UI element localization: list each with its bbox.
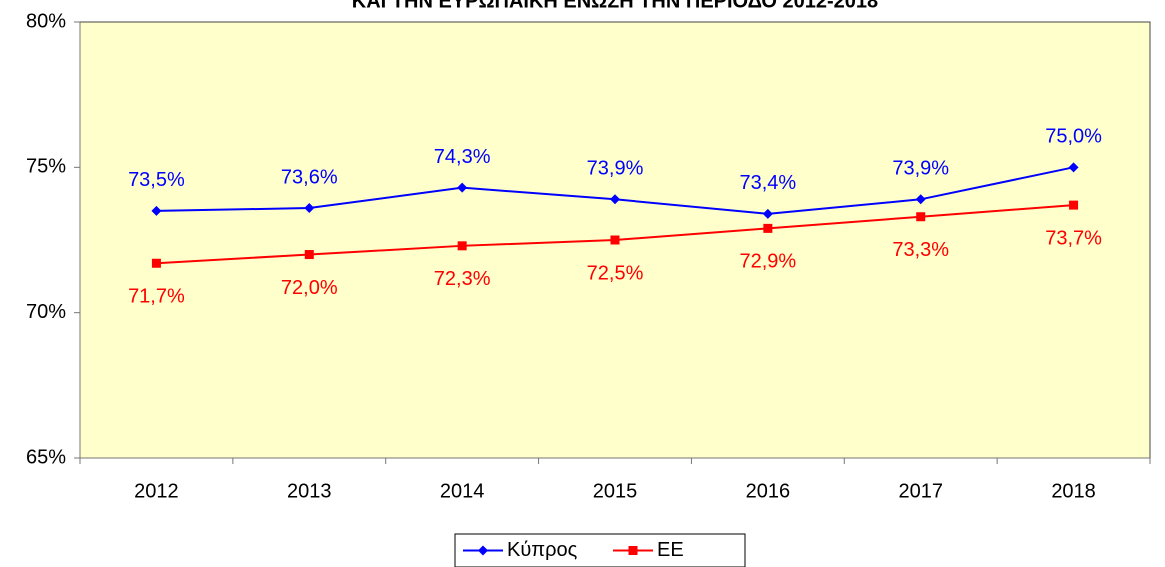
data-label: 73,3% [892,239,949,261]
legend-label: Κύπρος [507,539,578,561]
legend-marker [478,545,488,556]
data-label: 72,3% [434,268,491,290]
x-tick-label: 2017 [898,480,943,502]
data-label: 72,5% [587,262,644,284]
marker [763,223,773,233]
y-tick-label: 65% [26,446,66,468]
marker [151,258,161,268]
data-label: 71,7% [128,286,185,308]
marker [304,250,314,260]
marker [610,194,620,205]
data-label: 73,9% [892,158,949,180]
marker [151,205,162,216]
chart-title: ΚΑΙ ΤΗΝ ΕΥΡΩΠΑΪΚΗ ΕΝΩΣΗ ΤΗΝ ΠΕΡΙΟΔΟ 2012… [352,0,878,12]
data-label: 73,5% [128,169,185,191]
marker [610,235,620,245]
data-label: 73,9% [587,158,644,180]
marker [304,203,315,214]
data-label: 74,3% [434,146,491,168]
y-tick-label: 75% [26,156,66,178]
marker [762,208,773,219]
data-label: 75,0% [1045,126,1102,148]
marker [1069,200,1079,210]
y-tick-label: 70% [26,301,66,323]
x-tick-label: 2013 [287,480,332,502]
marker [1068,162,1079,173]
marker [457,241,467,251]
data-label: 73,4% [739,172,796,194]
x-tick-label: 2012 [134,480,179,502]
data-label: 72,0% [281,277,338,299]
legend-box [454,533,746,567]
data-label: 73,7% [1045,227,1102,249]
marker [457,182,468,193]
legend-marker [628,546,638,555]
data-label: 72,9% [739,251,796,273]
data-label: 73,6% [281,166,338,188]
marker [916,212,926,222]
x-tick-label: 2015 [593,480,638,502]
x-tick-label: 2014 [440,480,485,502]
y-tick-label: 80% [26,10,66,32]
marker [915,194,926,205]
x-tick-label: 2016 [746,480,791,502]
x-tick-label: 2018 [1051,480,1096,502]
legend-label: ΕΕ [657,539,684,561]
